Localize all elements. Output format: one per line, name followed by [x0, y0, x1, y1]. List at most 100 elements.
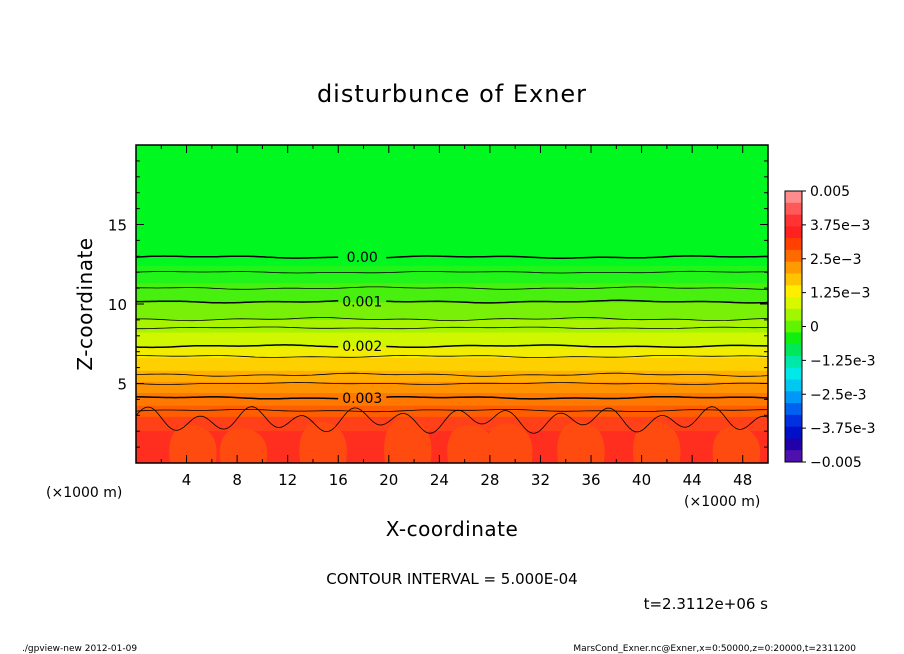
field-band — [136, 381, 768, 394]
colorbar-swatch — [785, 355, 802, 369]
convective-cell — [447, 424, 495, 463]
colorbar-swatch — [785, 379, 802, 392]
contour-label: 0.00 — [347, 250, 378, 266]
colorbar-swatch — [785, 438, 802, 451]
colorbar-swatch — [785, 238, 802, 251]
colorbar-swatch — [785, 391, 802, 404]
z-axis-unit: (×1000 m) — [684, 494, 760, 510]
x-tick-label: 16 — [329, 471, 348, 489]
colorbar: 0.005 3.75e−3 2.5e−3 1.25e−3 0 −1.25e-3 −2.5e-… — [784, 184, 875, 471]
contour-line — [386, 299, 768, 304]
field-band — [136, 319, 768, 334]
colorbar-label: 0 — [810, 320, 819, 336]
colorbar-label: 0.005 — [810, 184, 850, 200]
colorbar-label: 1.25e−3 — [810, 286, 870, 302]
colorbar-swatch — [785, 308, 802, 322]
minor-contour-line — [136, 270, 768, 274]
contour-interval-text: CONTOUR INTERVAL = 5.000E-04 — [326, 570, 577, 588]
colorbar-swatch — [785, 403, 802, 416]
x-axis-unit: (×1000 m) — [46, 485, 122, 501]
x-tick-label: 12 — [278, 471, 297, 489]
x-tick-label: 32 — [531, 471, 550, 489]
x-tick-label: 24 — [430, 471, 449, 489]
colorbar-label: −0.005 — [810, 455, 862, 471]
convective-cell — [557, 421, 605, 463]
contour-line — [136, 396, 339, 400]
minor-contour-line — [136, 406, 768, 434]
x-tick-label: 48 — [733, 471, 752, 489]
colorbar-label: −1.25e-3 — [810, 353, 875, 369]
minor-contour-line — [136, 326, 768, 330]
colorbar-label: 2.5e−3 — [810, 252, 862, 268]
colorbar-label: −3.75e-3 — [810, 421, 875, 437]
colorbar-swatch — [785, 450, 802, 463]
field-band — [136, 416, 768, 432]
convective-cell — [219, 427, 268, 463]
colorbar-swatch — [785, 414, 802, 428]
x-tick-label: 4 — [182, 471, 192, 489]
x-tick-label: 28 — [480, 471, 499, 489]
contour-label: 0.003 — [342, 391, 382, 407]
colorbar-label: −2.5e-3 — [810, 387, 867, 403]
colorbar-swatch — [785, 320, 802, 333]
y-tick-label: 10 — [108, 296, 127, 314]
field-band — [136, 393, 768, 407]
colorbar-swatch — [785, 191, 802, 204]
contour-line — [136, 255, 339, 259]
colorbar-swatch — [785, 261, 802, 274]
convective-cell — [384, 418, 432, 463]
colorbar-swatch — [785, 332, 802, 345]
chart-title: disturbunce of Exner — [317, 80, 587, 108]
x-tick-label: 36 — [581, 471, 600, 489]
x-tick-label: 20 — [379, 471, 398, 489]
contour-line — [386, 344, 768, 349]
field-band — [136, 283, 768, 303]
convective-cell — [485, 423, 533, 463]
colorbar-swatch — [785, 367, 802, 380]
colorbar-swatch — [785, 344, 802, 357]
colorbar-swatch — [785, 249, 802, 263]
contour-label: 0.002 — [342, 339, 382, 355]
field-band — [136, 346, 768, 359]
convective-cell — [169, 424, 217, 463]
field-band — [136, 332, 768, 348]
y-tick-label: 15 — [108, 217, 127, 235]
field-band — [136, 405, 768, 418]
contour-line — [386, 395, 768, 400]
minor-contour-line — [136, 354, 768, 358]
field-band — [136, 265, 768, 284]
time-stamp: t=2.3112e+06 s — [644, 595, 769, 613]
x-tick-label: 8 — [232, 471, 242, 489]
colorbar-swatch — [785, 297, 802, 310]
convective-cell — [299, 421, 347, 463]
field-band — [136, 370, 768, 383]
field-band — [136, 253, 768, 267]
contour-line — [136, 300, 339, 304]
x-tick-label: 44 — [683, 471, 702, 489]
colorbar-swatch — [785, 426, 802, 439]
x-tick-label: 40 — [632, 471, 651, 489]
y-axis-label: Z-coordinate — [73, 237, 97, 370]
field-band — [136, 358, 768, 372]
colorbar-swatch — [785, 226, 802, 239]
minor-contour-line — [136, 372, 768, 377]
y-tick-label: 5 — [117, 376, 127, 394]
x-axis-label: X-coordinate — [386, 517, 519, 541]
convective-cell — [712, 426, 761, 463]
footer-right: MarsCond_Exner.nc@Exner,x=0:50000,z=0:20… — [573, 644, 856, 654]
colorbar-label: 3.75e−3 — [810, 218, 870, 234]
minor-contour-line — [136, 382, 768, 385]
colorbar-swatch — [785, 285, 802, 298]
contour-line — [136, 344, 339, 349]
field-band — [136, 302, 768, 321]
colorbar-swatch — [785, 273, 802, 286]
minor-contour-line — [136, 317, 768, 322]
contour-label: 0.001 — [342, 295, 382, 311]
colorbar-swatch — [785, 214, 802, 227]
footer-left: ./gpview-new 2012-01-09 — [22, 644, 137, 654]
minor-contour-line — [136, 286, 768, 290]
field-band — [136, 145, 768, 254]
contour-line — [386, 255, 768, 259]
